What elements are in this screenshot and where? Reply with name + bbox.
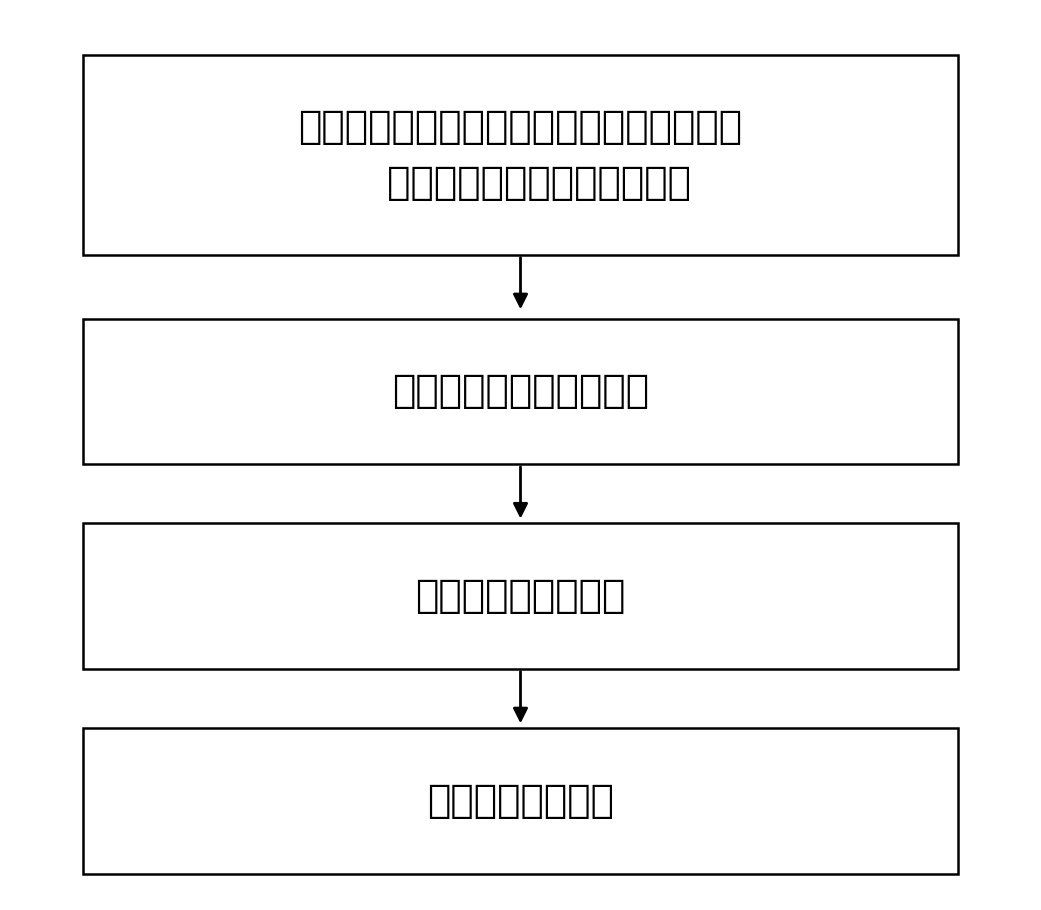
FancyBboxPatch shape (83, 55, 958, 255)
Text: 材料的逆压电系数: 材料的逆压电系数 (427, 782, 614, 820)
FancyBboxPatch shape (83, 523, 958, 669)
Text: 不同状态下的相位差分布: 不同状态下的相位差分布 (392, 372, 649, 410)
Text: 材料的应变及其分布: 材料的应变及其分布 (415, 577, 626, 615)
FancyBboxPatch shape (83, 728, 958, 874)
FancyBboxPatch shape (83, 318, 958, 464)
Text: 对材料施加电场，记录不同电场下的数字全
   息图，数字再现得到相位分布: 对材料施加电场，记录不同电场下的数字全 息图，数字再现得到相位分布 (299, 107, 742, 202)
